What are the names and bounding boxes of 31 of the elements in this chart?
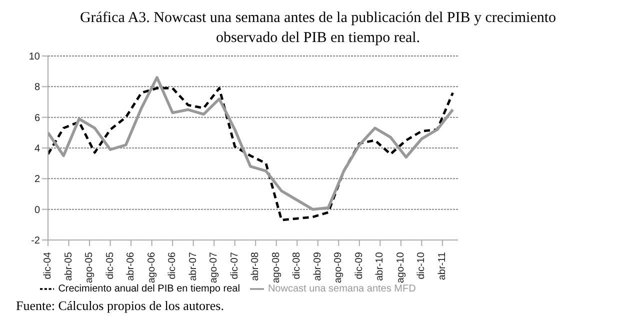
- source-note: Fuente: Cálculos propios de los autores.: [16, 298, 225, 314]
- x-tick-label: dic-09: [354, 252, 365, 280]
- x-tick-label: ago-06: [146, 252, 158, 284]
- x-tick-label: dic-07: [229, 252, 240, 280]
- x-tick-label: abr-06: [126, 252, 137, 281]
- x-tick-label: abr-08: [250, 252, 262, 281]
- x-tick-label: ago-08: [270, 252, 282, 284]
- x-tick-label: ago-10: [395, 252, 406, 284]
- x-tick-label: abr-07: [188, 252, 199, 281]
- x-tick-label: dic-04: [42, 252, 54, 280]
- legend-label: Crecimiento anual del PIB en tiempo real: [58, 284, 240, 295]
- x-tick-label: dic-06: [167, 252, 178, 280]
- y-tick-label: 8: [34, 82, 40, 94]
- x-tick-label: dic-05: [104, 252, 116, 280]
- y-tick-label: 6: [34, 112, 40, 124]
- y-tick-label: 0: [34, 204, 40, 216]
- y-tick-label: 10: [28, 52, 40, 63]
- x-tick-label: dic-10: [416, 252, 428, 280]
- x-tick-label: dic-08: [292, 252, 303, 280]
- x-tick-label: ago-09: [333, 252, 344, 284]
- x-tick-label: abr-05: [63, 252, 74, 281]
- x-tick-label: abr-10: [374, 252, 386, 281]
- legend-label: Nowcast una semana antes MFD: [268, 284, 416, 295]
- chart-title: Gráfica A3. Nowcast una semana antes de la publicación del PIB y crecimiento observado del PIB en tiempo real.: [78, 9, 558, 48]
- y-tick-label: 2: [34, 174, 40, 186]
- x-tick-label: abr-09: [312, 252, 324, 281]
- y-tick-label: -2: [31, 236, 40, 247]
- x-tick-label: ago-05: [84, 252, 96, 284]
- x-tick-label: ago-07: [208, 252, 220, 284]
- y-tick-label: 4: [34, 144, 40, 155]
- x-tick-label: abr-11: [436, 252, 448, 280]
